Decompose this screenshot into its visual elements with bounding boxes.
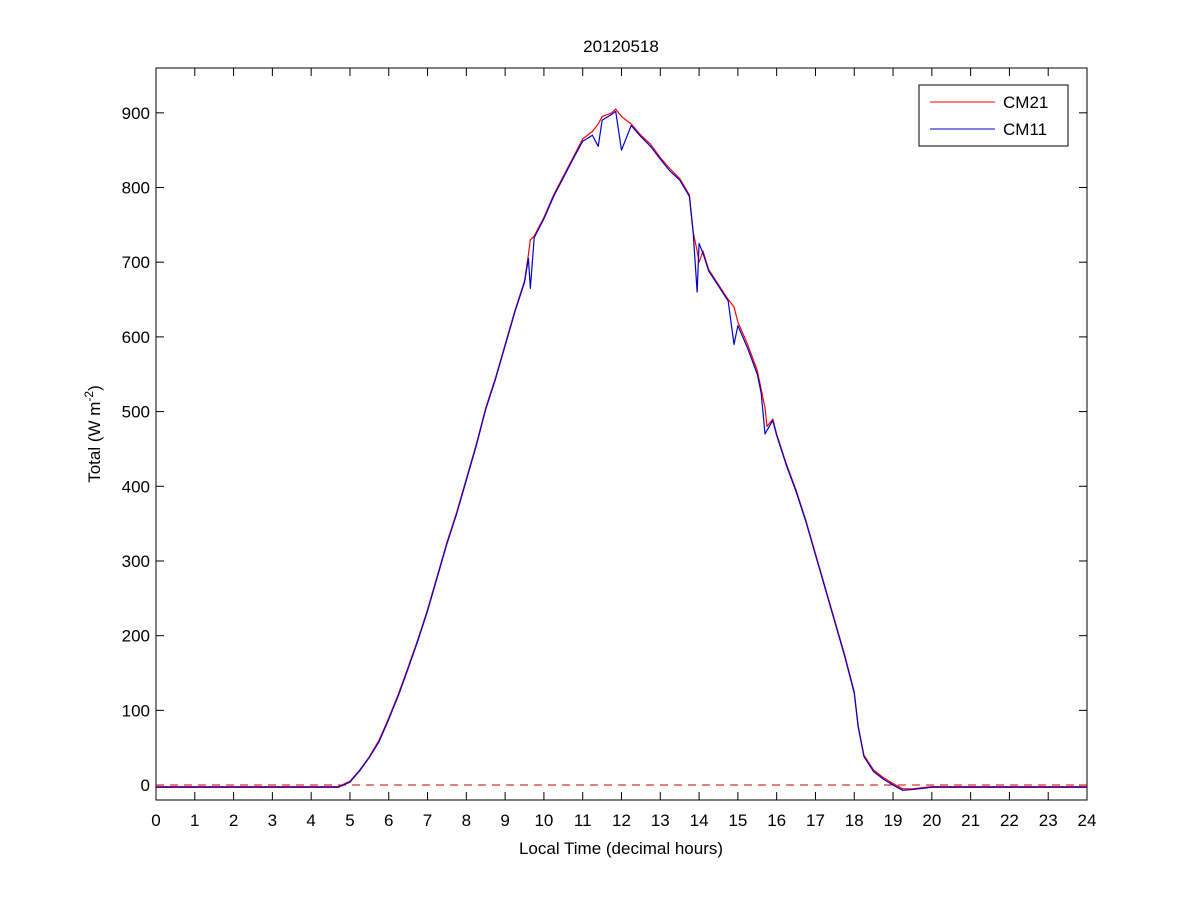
x-tick-label: 24 bbox=[1078, 811, 1097, 830]
y-tick-label: 100 bbox=[122, 701, 150, 720]
y-tick-label: 700 bbox=[122, 253, 150, 272]
x-tick-label: 22 bbox=[1000, 811, 1019, 830]
y-tick-label: 800 bbox=[122, 179, 150, 198]
y-tick-label: 400 bbox=[122, 477, 150, 496]
y-tick-label: 900 bbox=[122, 104, 150, 123]
y-axis-label-text: Total (W m bbox=[85, 402, 104, 483]
x-tick-label: 21 bbox=[961, 811, 980, 830]
x-tick-label: 12 bbox=[612, 811, 631, 830]
x-tick-label: 19 bbox=[884, 811, 903, 830]
y-axis-label-exponent: -2 bbox=[82, 391, 96, 402]
x-tick-label: 2 bbox=[229, 811, 238, 830]
x-tick-label: 13 bbox=[651, 811, 670, 830]
y-tick-label: 200 bbox=[122, 627, 150, 646]
series-layer bbox=[156, 108, 1087, 791]
x-tick-label: 10 bbox=[534, 811, 553, 830]
y-tick-label: 0 bbox=[141, 776, 150, 795]
legend: CM21 CM11 bbox=[918, 84, 1069, 147]
y-tick-label: 300 bbox=[122, 552, 150, 571]
x-tick-label: 15 bbox=[728, 811, 747, 830]
series-line-cm11 bbox=[156, 110, 1087, 791]
y-axis-label-close: ) bbox=[85, 385, 104, 391]
x-tick-label: 1 bbox=[190, 811, 199, 830]
x-tick-label: 8 bbox=[462, 811, 471, 830]
x-tick-label: 4 bbox=[306, 811, 315, 830]
y-tick-label: 600 bbox=[122, 328, 150, 347]
legend-label-cm11: CM11 bbox=[1003, 120, 1047, 139]
axis-ticks bbox=[155, 68, 1088, 800]
x-tick-label: 16 bbox=[767, 811, 786, 830]
x-tick-label: 18 bbox=[845, 811, 864, 830]
chart-title: 20120518 bbox=[583, 37, 659, 56]
y-axis-label: Total (W m-2) bbox=[82, 385, 104, 483]
x-axis-label: Local Time (decimal hours) bbox=[519, 839, 723, 858]
x-tick-label: 20 bbox=[922, 811, 941, 830]
x-tick-label: 6 bbox=[384, 811, 393, 830]
x-tick-label: 5 bbox=[345, 811, 354, 830]
x-axis-tick-labels: 0 1 2 3 4 5 6 7 8 9 10 11 12 13 14 15 16 17 18 19 20 21 22 23 24 bbox=[151, 811, 1096, 830]
x-tick-label: 9 bbox=[500, 811, 509, 830]
x-tick-label: 0 bbox=[151, 811, 160, 830]
y-tick-label: 500 bbox=[122, 403, 150, 422]
x-tick-label: 3 bbox=[268, 811, 277, 830]
x-tick-label: 23 bbox=[1039, 811, 1058, 830]
x-tick-label: 17 bbox=[806, 811, 825, 830]
legend-label-cm21: CM21 bbox=[1003, 93, 1048, 112]
x-tick-label: 14 bbox=[690, 811, 709, 830]
x-tick-label: 11 bbox=[574, 811, 592, 830]
plot-area bbox=[155, 67, 1088, 801]
legend-box bbox=[918, 84, 1069, 147]
y-axis-tick-labels: 0 100 200 300 400 500 600 700 800 900 bbox=[122, 104, 150, 795]
x-tick-label: 7 bbox=[423, 811, 432, 830]
